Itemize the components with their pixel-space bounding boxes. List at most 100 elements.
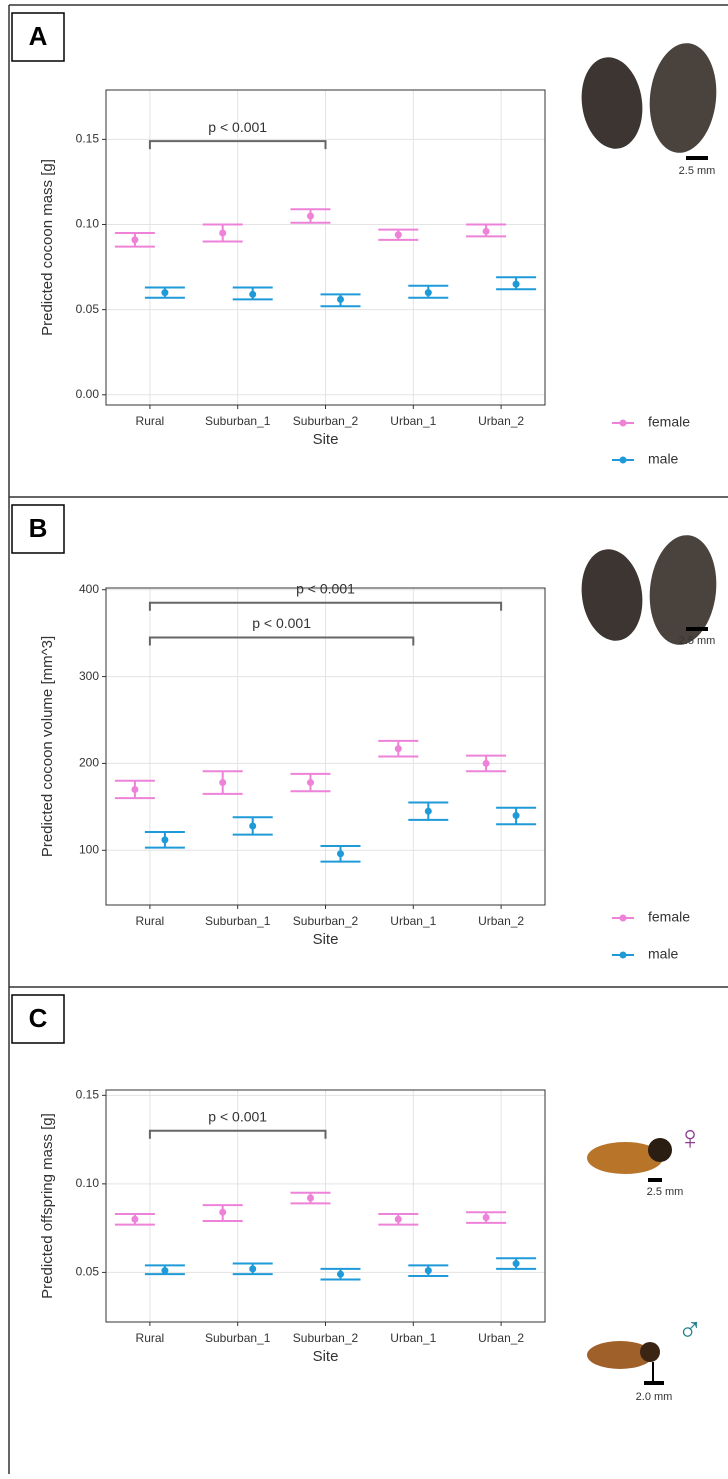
x-tick-label: Rural bbox=[136, 914, 165, 928]
error-bar bbox=[114, 232, 155, 248]
x-tick-label: Urban_1 bbox=[390, 414, 436, 428]
error-bar bbox=[202, 770, 243, 795]
scale-label: 2.5 mm bbox=[679, 635, 716, 647]
mean-point bbox=[424, 807, 432, 815]
x-tick-label: Suburban_1 bbox=[205, 1331, 271, 1345]
mean-point bbox=[161, 836, 169, 844]
significance-bracket bbox=[148, 636, 415, 646]
significance-label: p < 0.001 bbox=[252, 615, 311, 631]
mean-point bbox=[249, 1265, 257, 1273]
error-bar bbox=[378, 228, 419, 241]
plot-border bbox=[105, 1089, 546, 1323]
error-bar bbox=[378, 1212, 419, 1226]
x-tick-label: Rural bbox=[136, 1331, 165, 1345]
mean-point bbox=[482, 1214, 490, 1222]
error-bar bbox=[232, 286, 273, 301]
y-tick-label: 200 bbox=[79, 756, 99, 770]
error-bar bbox=[408, 801, 449, 821]
panel-label: B bbox=[29, 513, 48, 543]
y-tick-label: 100 bbox=[79, 842, 99, 856]
error-bar bbox=[232, 1262, 273, 1276]
y-tick-label: 0.15 bbox=[76, 1087, 100, 1101]
scale-label: 2.5 mm bbox=[679, 165, 716, 177]
error-bar bbox=[290, 1191, 331, 1205]
legend-point bbox=[619, 914, 627, 922]
mean-point bbox=[512, 280, 520, 288]
x-tick-label: Suburban_1 bbox=[205, 414, 271, 428]
error-bar bbox=[114, 779, 155, 800]
legend-label: female bbox=[648, 414, 690, 430]
scale-label: 2.0 mm bbox=[636, 1391, 673, 1403]
mean-point bbox=[394, 231, 402, 239]
y-tick-label: 0.10 bbox=[76, 1176, 100, 1190]
y-tick-label: 0.05 bbox=[76, 1265, 100, 1279]
panel-label: A bbox=[29, 21, 48, 51]
mean-point bbox=[131, 785, 139, 793]
y-tick-label: 400 bbox=[79, 582, 99, 596]
error-bar bbox=[466, 1211, 507, 1224]
error-bar bbox=[496, 276, 537, 291]
error-bar bbox=[320, 1267, 361, 1281]
mean-point bbox=[337, 295, 344, 303]
mean-point bbox=[512, 1260, 520, 1268]
mean-point bbox=[307, 212, 314, 220]
error-bar bbox=[232, 816, 273, 836]
cocoon-photo bbox=[581, 535, 717, 645]
mean-point bbox=[161, 1267, 169, 1275]
x-axis-title: Site bbox=[313, 1348, 339, 1365]
mean-point bbox=[249, 290, 257, 298]
x-axis-title: Site bbox=[313, 431, 339, 448]
error-bar bbox=[290, 772, 331, 793]
error-bar bbox=[144, 831, 185, 849]
sex-symbol: ♀ bbox=[677, 1119, 703, 1157]
mean-point bbox=[131, 236, 139, 244]
error-bar bbox=[496, 806, 537, 826]
error-bar bbox=[466, 754, 507, 773]
y-tick-label: 300 bbox=[79, 669, 99, 683]
mean-point bbox=[394, 745, 402, 753]
panel-label-box bbox=[11, 12, 65, 62]
legend-point bbox=[619, 419, 627, 427]
error-bar bbox=[114, 1212, 155, 1226]
error-bar bbox=[408, 1264, 449, 1277]
y-tick-label: 0.10 bbox=[76, 217, 100, 231]
x-tick-label: Urban_1 bbox=[390, 1331, 436, 1345]
x-tick-label: Suburban_2 bbox=[293, 414, 359, 428]
y-tick-label: 0.15 bbox=[76, 132, 100, 146]
error-bar bbox=[378, 739, 419, 758]
legend-label: male bbox=[648, 946, 679, 962]
x-tick-label: Suburban_2 bbox=[293, 914, 359, 928]
y-tick-label: 0.05 bbox=[76, 302, 100, 316]
error-bar bbox=[144, 286, 185, 299]
bee-photo bbox=[587, 1138, 672, 1182]
panel-label-box bbox=[11, 504, 65, 554]
x-axis-title: Site bbox=[313, 931, 339, 948]
error-bar bbox=[496, 1257, 537, 1270]
mean-point bbox=[249, 822, 257, 830]
x-tick-label: Urban_2 bbox=[478, 914, 524, 928]
scale-label: 2.5 mm bbox=[647, 1186, 684, 1198]
significance-label: p < 0.001 bbox=[208, 1108, 267, 1124]
mean-point bbox=[512, 812, 520, 820]
mean-point bbox=[482, 759, 490, 767]
x-tick-label: Urban_2 bbox=[478, 414, 524, 428]
mean-point bbox=[219, 1208, 227, 1216]
error-bar bbox=[202, 1204, 243, 1223]
x-tick-label: Suburban_2 bbox=[293, 1331, 359, 1345]
legend-point bbox=[619, 456, 627, 464]
mean-point bbox=[307, 779, 314, 787]
legend-label: female bbox=[648, 909, 690, 925]
sex-symbol: ♂ bbox=[677, 1311, 703, 1349]
mean-point bbox=[424, 1267, 432, 1275]
plot-border bbox=[105, 89, 546, 406]
bee-photo bbox=[587, 1341, 664, 1385]
y-axis-title: Predicted cocoon volume [mm^3] bbox=[39, 636, 56, 857]
mean-point bbox=[394, 1215, 402, 1223]
significance-bracket bbox=[148, 601, 503, 611]
mean-point bbox=[424, 289, 432, 297]
y-axis-title: Predicted cocoon mass [g] bbox=[39, 159, 56, 336]
mean-point bbox=[219, 229, 227, 237]
error-bar bbox=[202, 223, 243, 243]
mean-point bbox=[482, 227, 490, 235]
error-bar bbox=[320, 844, 361, 863]
